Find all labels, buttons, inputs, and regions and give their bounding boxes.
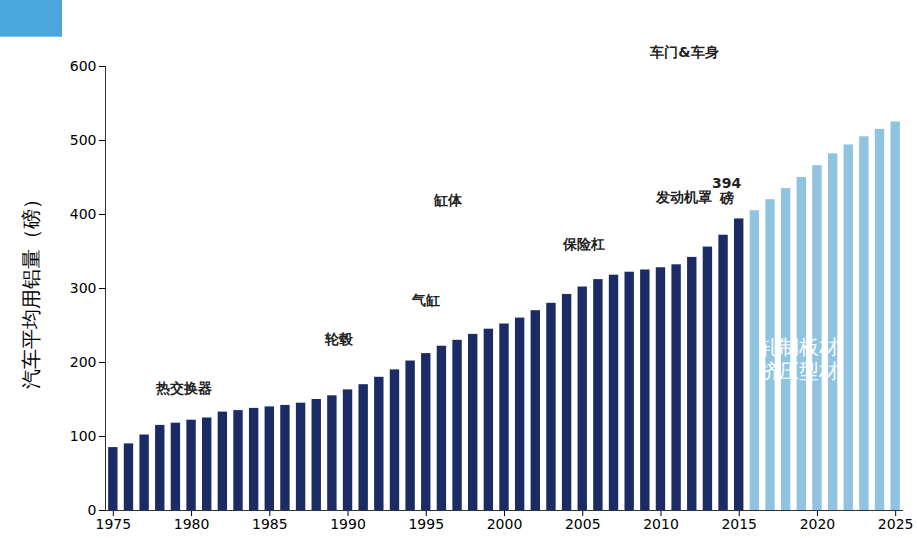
svg-text:热交换器: 热交换器 xyxy=(155,380,212,396)
svg-text:200: 200 xyxy=(70,354,97,370)
svg-text:1995: 1995 xyxy=(408,516,444,532)
svg-text:发动机罩: 发动机罩 xyxy=(655,189,712,205)
svg-text:1990: 1990 xyxy=(330,516,366,532)
svg-text:汽车平均用铝量（磅）: 汽车平均用铝量（磅） xyxy=(19,189,43,389)
svg-text:394磅: 394磅 xyxy=(712,175,741,206)
svg-text:车门&车身: 车门&车身 xyxy=(649,44,718,60)
svg-text:600: 600 xyxy=(70,58,97,74)
svg-text:1985: 1985 xyxy=(252,516,288,532)
svg-text:1980: 1980 xyxy=(174,516,210,532)
svg-text:1975: 1975 xyxy=(96,516,132,532)
svg-text:0: 0 xyxy=(87,502,97,518)
svg-text:缸体: 缸体 xyxy=(433,192,463,208)
svg-text:气缸: 气缸 xyxy=(411,292,440,308)
svg-text:2010: 2010 xyxy=(643,516,679,532)
svg-text:400: 400 xyxy=(70,206,97,222)
svg-text:轧制板材挤压型材: 轧制板材挤压型材 xyxy=(759,335,839,383)
svg-text:100: 100 xyxy=(70,428,97,444)
svg-text:2025: 2025 xyxy=(878,516,914,532)
svg-text:保险杠: 保险杠 xyxy=(562,236,605,252)
svg-text:2020: 2020 xyxy=(800,516,836,532)
svg-text:2015: 2015 xyxy=(721,516,757,532)
svg-text:300: 300 xyxy=(70,280,97,296)
svg-text:2005: 2005 xyxy=(565,516,601,532)
svg-text:500: 500 xyxy=(70,132,97,148)
svg-text:轮毂: 轮毂 xyxy=(324,331,354,347)
svg-text:2000: 2000 xyxy=(487,516,523,532)
